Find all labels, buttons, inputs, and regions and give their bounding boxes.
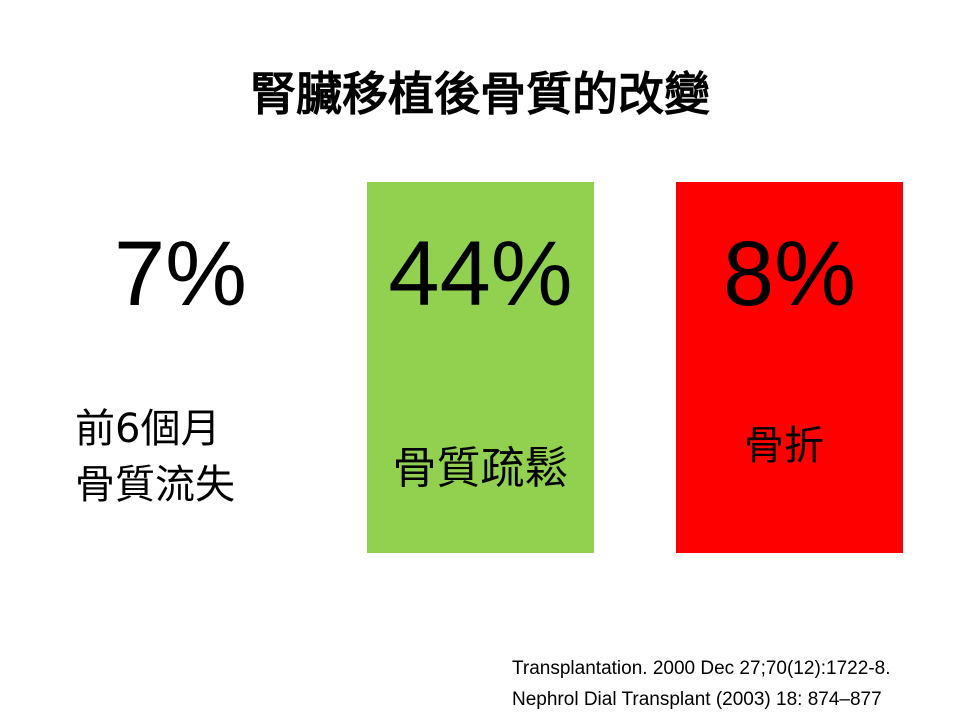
stat-label: 骨質流失 [75,462,235,508]
reference: Nephrol Dial Transplant (2003) 18: 874–8… [512,689,882,710]
stat-value: 8% [723,223,856,325]
title: 腎臟移植後骨質的改變 [250,67,710,121]
stat-value: 44% [388,223,573,325]
stat-label: 前6個月 [75,406,221,452]
stat-label: 骨質疏鬆 [392,443,569,494]
red-box [676,182,903,553]
reference: Transplantation. 2000 Dec 27;70(12):1722… [512,658,891,679]
stat-value: 7% [114,223,247,325]
stat-label: 骨折 [744,423,824,469]
green-box [367,182,594,553]
